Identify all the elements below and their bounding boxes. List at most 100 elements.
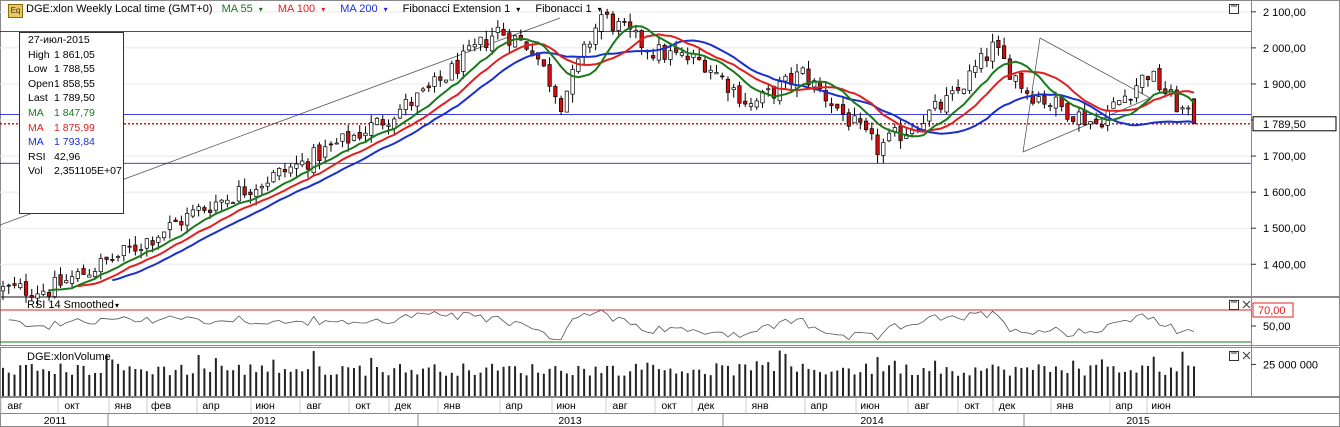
data-window-key: MA <box>28 136 44 149</box>
volume-bar <box>491 363 494 396</box>
candle-body <box>984 56 989 61</box>
volume-bar <box>1014 366 1017 396</box>
candle-body <box>881 142 886 156</box>
candle-body <box>766 88 771 91</box>
volume-bar <box>180 364 183 396</box>
volume-bar <box>387 375 390 396</box>
volume-bar <box>882 371 885 396</box>
ma55-dropdown-icon[interactable]: ▾ <box>258 5 263 14</box>
volume-bar <box>25 364 28 396</box>
candle-body <box>334 142 339 145</box>
candle-body <box>340 133 345 142</box>
volume-bar <box>1020 367 1023 396</box>
fib-dropdown-icon[interactable]: ▾ <box>597 5 602 14</box>
volume-bar <box>600 373 603 396</box>
volume-bar <box>778 350 781 396</box>
candle-body <box>254 189 259 197</box>
data-window-key: Low <box>28 63 48 76</box>
chart-logo-icon[interactable]: Eq <box>8 4 23 18</box>
volume-bar <box>537 372 540 396</box>
candle-body <box>443 79 449 83</box>
candle-body <box>409 101 414 106</box>
symbol-title[interactable]: DGE:xlon Weekly Local time (GMT+0) <box>26 3 213 15</box>
candle-body <box>374 118 380 125</box>
candle-body <box>225 199 230 205</box>
candle-body <box>173 219 178 223</box>
candle-body <box>415 92 420 107</box>
volume-bar <box>755 361 758 396</box>
fib-ext-dropdown-icon[interactable]: ▾ <box>516 5 521 14</box>
legend-fibonacci[interactable]: Fibonacci 1 ▾ <box>535 3 602 15</box>
candle-body <box>720 75 725 78</box>
candle-body <box>702 60 708 73</box>
candle-body <box>357 132 362 139</box>
candle-body <box>282 168 288 173</box>
volume-bar <box>2 367 4 396</box>
candle-body <box>104 256 109 260</box>
volume-panel-close-button[interactable] <box>1242 351 1251 360</box>
candle-body <box>98 258 103 273</box>
volume-bar <box>364 375 367 396</box>
candle-body <box>288 166 293 174</box>
legend-ma55[interactable]: MA 55 ▾ <box>221 3 263 15</box>
volume-bar <box>232 370 235 396</box>
volume-bar <box>197 354 200 396</box>
fibonacci-line[interactable] <box>1039 37 1151 99</box>
legend-fib-extension[interactable]: Fibonacci Extension 1 ▾ <box>402 3 521 15</box>
data-window-value: 1 861,05 <box>54 48 95 61</box>
volume-bar <box>13 374 16 396</box>
candle-body <box>1180 107 1185 110</box>
candle-body <box>1099 124 1105 128</box>
rsi-panel-maximize-button[interactable] <box>1229 300 1239 310</box>
candle-body <box>271 172 276 183</box>
candle-body <box>420 88 426 92</box>
volume-bar <box>496 370 499 396</box>
price-panel-maximize-button[interactable] <box>1229 4 1239 14</box>
candle-body <box>777 81 782 102</box>
volume-bar <box>416 374 419 396</box>
candle-body <box>426 85 431 89</box>
time-axis-month-label: окт <box>661 400 677 412</box>
volume-bar <box>295 369 298 396</box>
candle-body <box>840 104 846 115</box>
candle-body <box>990 41 995 62</box>
volume-bar <box>611 365 614 396</box>
volume-bar <box>335 374 338 396</box>
volume-bar <box>324 374 327 396</box>
volume-bar <box>657 369 660 396</box>
legend-ma100[interactable]: MA 100 ▾ <box>277 3 326 15</box>
candle-body <box>875 134 880 156</box>
volume-bar <box>1118 372 1121 396</box>
rsi-panel-title[interactable]: RSI 14 Smoothed <box>27 299 114 311</box>
candle-body <box>328 143 334 146</box>
ma100-dropdown-icon[interactable]: ▾ <box>321 5 326 14</box>
volume-bar <box>76 364 79 396</box>
candle-body <box>996 40 1001 48</box>
candle-body <box>127 245 132 248</box>
price-tick-label: 1 900,00 <box>1263 79 1306 91</box>
volume-bar <box>226 370 229 396</box>
data-window-value: 1 793,84 <box>54 136 95 149</box>
candle-body <box>346 131 351 144</box>
ma200-dropdown-icon[interactable]: ▾ <box>383 5 388 14</box>
time-axis-month-label: авг <box>612 400 627 412</box>
time-axis-month-label: июн <box>1151 400 1171 412</box>
candle-body <box>553 86 558 98</box>
candle-body <box>167 222 172 230</box>
volume-bar <box>560 370 563 396</box>
candle-body <box>121 245 126 257</box>
time-axis-month-label: авг <box>7 400 22 412</box>
candle-body <box>835 103 840 109</box>
rsi-panel-close-button[interactable] <box>1242 300 1251 309</box>
data-window-value: 1 789,50 <box>54 92 95 105</box>
candle-body <box>668 50 673 60</box>
volume-bar <box>801 363 804 396</box>
volume-bar <box>168 375 171 396</box>
volume-bar <box>318 366 321 396</box>
legend-ma200[interactable]: MA 200 ▾ <box>340 3 388 15</box>
rsi-dropdown-icon[interactable]: ▾ <box>115 301 119 310</box>
volume-bar <box>692 369 695 396</box>
volume-bar <box>842 367 845 396</box>
candle-body <box>139 249 144 251</box>
volume-panel-maximize-button[interactable] <box>1229 351 1239 361</box>
